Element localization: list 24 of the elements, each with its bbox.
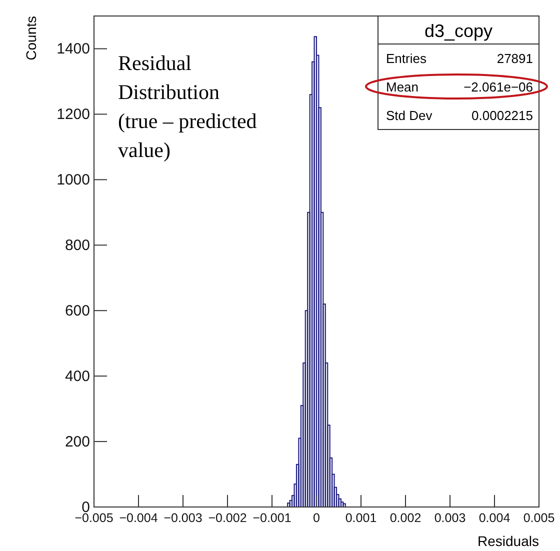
- y-tick-label: 800: [64, 236, 90, 254]
- y-tick-label: 1000: [56, 171, 90, 188]
- y-tick-label: 200: [64, 433, 90, 450]
- x-tick-label: 0.003: [434, 510, 466, 525]
- x-tick-label: −0.002: [208, 510, 247, 525]
- y-tick-label: 400: [64, 368, 90, 385]
- x-tick-label: −0.001: [252, 510, 292, 525]
- text: Mean −2.061e−06: [386, 80, 533, 94]
- x-tick-label: −0.003: [164, 510, 202, 525]
- annotation: Residual Distribution (true – predicted value): [118, 51, 258, 162]
- y-axis-title: Counts: [23, 16, 39, 60]
- x-tick-label: 0.004: [478, 510, 510, 525]
- y-tick-label: 1200: [56, 106, 90, 123]
- y-tick-label: 600: [64, 302, 90, 320]
- text: Entries 27891: [386, 51, 533, 66]
- x-tick-label: 0: [313, 510, 320, 525]
- x-tick-label: −0.004: [119, 510, 158, 525]
- y-tick-label: 1400: [56, 40, 90, 58]
- x-tick-label: 0.002: [390, 510, 422, 525]
- x-tick-label: 0.005: [523, 510, 555, 525]
- x-tick-label: 0.001: [345, 510, 377, 525]
- text: Std Dev 0.0002215: [386, 108, 533, 123]
- annotation: d3_copy: [424, 21, 493, 41]
- x-axis-title: Residuals: [478, 533, 539, 549]
